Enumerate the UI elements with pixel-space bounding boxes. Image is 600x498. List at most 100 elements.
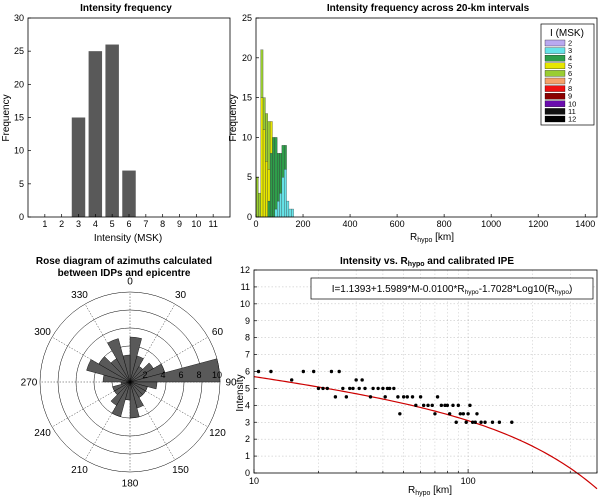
legend-label: 3	[568, 46, 572, 55]
legend-swatch	[544, 39, 566, 47]
chart4-point	[405, 395, 409, 399]
chart2-bar-segment	[258, 192, 261, 218]
chart4-y-tick-label: 5	[245, 383, 250, 393]
legend-label: 11	[568, 107, 576, 116]
chart4-point	[447, 412, 452, 416]
chart4-point	[290, 378, 294, 382]
chart4-point	[357, 386, 361, 391]
chart4-point	[363, 386, 367, 391]
rose-petal	[129, 358, 221, 383]
chart4-point	[354, 378, 358, 382]
chart2-bar-segment	[267, 169, 271, 202]
legend-swatch	[544, 100, 566, 107]
chart4-x-tick-label: 10	[249, 476, 259, 486]
chart4-point	[497, 420, 502, 424]
rose-angle-label: 270	[21, 378, 38, 389]
chart4-point	[348, 386, 352, 391]
legend-swatch	[544, 70, 566, 77]
chart4-y-tick-label: 8	[245, 333, 250, 343]
chart1-x-tick-label: 1	[42, 219, 47, 229]
legend-label: 9	[568, 92, 572, 101]
legend-swatch	[544, 108, 566, 115]
chart4-point	[341, 386, 345, 391]
chart2-x-ticks: 0 200 400 600 800 1000 1200 1400	[253, 214, 595, 229]
chart4-title-sub: hypo	[408, 261, 425, 268]
chart4-point	[383, 395, 387, 399]
chart4-point	[470, 420, 475, 424]
chart2-y-tick-label: 0	[247, 212, 252, 222]
chart1-x-label: Intensity (MSK)	[94, 233, 162, 244]
chart1-x-tick-label: 9	[177, 219, 182, 229]
chart2-bar-segment	[277, 153, 280, 202]
chart1-bar	[122, 170, 136, 217]
chart4-point	[360, 378, 364, 382]
chart1-y-tick-label: 10	[14, 146, 24, 156]
chart1-x-tick-label: 4	[93, 219, 98, 229]
rose-petals	[86, 336, 221, 419]
chart2-bar-segment	[265, 113, 268, 162]
chart4-title-main: Intensity vs. R	[340, 256, 409, 267]
chart4-point	[483, 420, 487, 424]
rose-angle-label: 60	[212, 327, 224, 338]
chart2-y-tick-label: 25	[242, 13, 252, 23]
legend-label: 8	[568, 84, 572, 93]
chart2-title: Intensity frequency across 20-km interva…	[327, 3, 530, 14]
rose-radial-labels: 2 4 6 8 10	[142, 370, 222, 380]
chart2-x-label: Rhypo [km]	[410, 232, 454, 244]
chart4-grid	[254, 270, 597, 473]
chart4-point	[468, 403, 472, 408]
chart4-y-tick-label: 3	[245, 417, 250, 427]
chart4-point	[387, 386, 392, 391]
chart4-point	[269, 369, 273, 374]
chart4-point	[458, 412, 463, 416]
chart4-x-label: Rhypo [km]	[408, 485, 452, 497]
chart4-point	[410, 395, 415, 399]
chart2-bar-segment	[274, 208, 278, 218]
rose-radial-label: 4	[160, 370, 165, 380]
rose-angle-label: 330	[71, 290, 88, 301]
chart4-points	[256, 369, 514, 424]
chart2-x-tick-label: 600	[390, 219, 405, 229]
chart2-bar-segment	[291, 208, 294, 218]
chart1-y-tick-label: 5	[19, 179, 24, 189]
legend-swatch	[544, 85, 566, 92]
chart1-title: Intensity frequency	[80, 3, 172, 14]
rose-petal	[111, 381, 131, 418]
chart4-point	[368, 395, 373, 399]
rose-radial-label: 2	[142, 370, 147, 380]
chart4-equation-box: I=1.1393+1.5989*M-0.0100*Rhypo-1.7028*Lo…	[310, 277, 594, 300]
eq-part3: )	[569, 284, 572, 295]
chart2-y-tick-label: 5	[247, 172, 252, 182]
chart2-x-label-main: R	[410, 232, 417, 243]
chart4-title-tail: and calibrated IPE	[425, 256, 515, 267]
chart1-y-tick-label: 20	[14, 79, 24, 89]
chart4-point	[398, 412, 402, 416]
rose-petal	[110, 381, 131, 406]
chart4-y-tick-label: 2	[245, 434, 250, 444]
chart1-x-tick-label: 3	[76, 219, 81, 229]
chart2-bar-segment	[269, 121, 273, 154]
rose-angle-label: 180	[122, 479, 139, 490]
rose-angle-label: 300	[34, 327, 51, 338]
rose-petal	[112, 381, 131, 392]
chart2-x-tick-label: 1200	[528, 219, 548, 229]
chart1-bars	[71, 44, 136, 218]
chart2-y-ticks: 0 5 10 15 20 25	[242, 13, 259, 222]
chart4-point	[445, 403, 450, 408]
chart2-y-label: Frequency	[228, 94, 239, 141]
panel-intensity-frequency: Intensity frequency 1 2 3 4 5 6 7 8 9 10 11 0 5 10 15…	[1, 3, 231, 244]
chart4-point	[414, 403, 418, 408]
rose-petal	[129, 381, 140, 419]
chart4-point	[401, 395, 406, 399]
legend-label: 10	[568, 99, 576, 108]
chart4-x-label-unit: [km]	[430, 485, 452, 496]
chart2-y-tick-label: 10	[242, 132, 252, 142]
chart4-point	[311, 369, 316, 374]
chart1-y-tick-label: 25	[14, 46, 24, 56]
chart4-point	[329, 369, 334, 374]
chart4-point	[376, 386, 380, 391]
legend-swatch	[544, 77, 566, 85]
chart2-x-tick-label: 400	[343, 219, 358, 229]
